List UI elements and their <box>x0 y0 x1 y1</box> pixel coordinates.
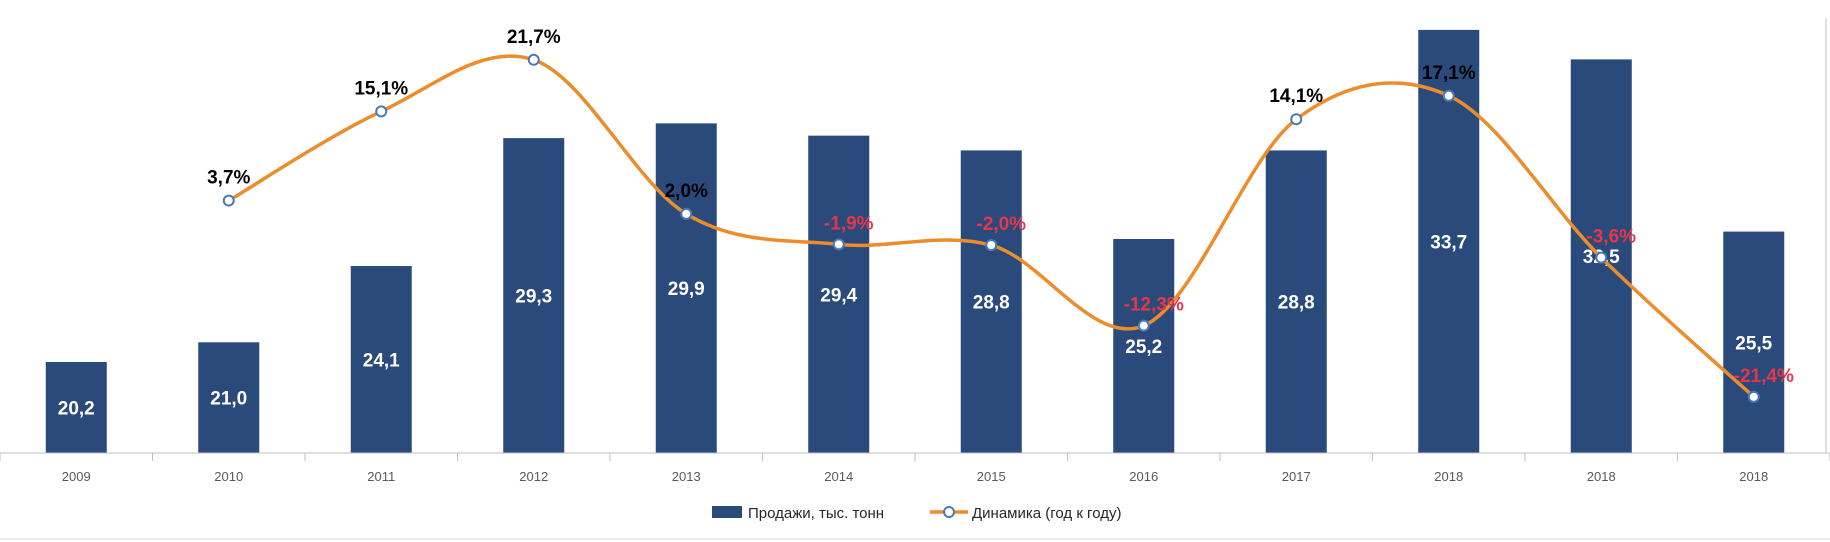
legend-bar-swatch <box>712 506 742 518</box>
dynamics-label-9: 17,1% <box>1422 63 1476 84</box>
x-tick-label-0: 2009 <box>62 469 91 484</box>
dynamics-label-5: -1,9% <box>824 213 874 234</box>
x-tick-label-8: 2017 <box>1282 469 1311 484</box>
bar-value-label-8: 28,8 <box>1278 293 1315 314</box>
bars-layer <box>45 29 1785 454</box>
x-tick-labels-layer: 2009 2010 2011 2012 2013 2014 2015 2016 2017 2018… <box>62 469 1768 484</box>
dynamics-line <box>227 54 1755 399</box>
x-tick-label-2: 2011 <box>367 469 395 484</box>
legend-bar-label: Продажи, тыс. тонн <box>748 505 884 522</box>
x-tick-label-6: 2015 <box>977 469 1006 484</box>
legend-line-marker <box>943 506 955 518</box>
bar-0 <box>45 361 107 453</box>
x-tick-label-3: 2012 <box>519 469 548 484</box>
bar-labels-layer: 20,2 21,0 24,1 29,3 29,9 29,4 28,8 25,2 28,8 33,7… <box>58 232 1773 419</box>
dynamics-labels-layer: 3,7% 15,1% 21,7% 2,0% -1,9% -2,0% -12,3% 14,1% 1… <box>207 27 1794 387</box>
bar-2 <box>350 266 412 453</box>
dynamics-marker-11 <box>1747 390 1760 403</box>
dynamics-marker-3 <box>527 53 540 66</box>
bar-5 <box>808 135 870 453</box>
bar-value-label-4: 29,9 <box>668 279 705 300</box>
bar-value-label-7: 25,2 <box>1125 337 1162 358</box>
dynamics-label-10: -3,6% <box>1586 227 1636 248</box>
bar-8 <box>1265 150 1327 454</box>
dynamics-label-8: 14,1% <box>1269 86 1323 107</box>
dynamics-label-1: 3,7% <box>207 168 250 189</box>
bar-3 <box>503 138 565 453</box>
x-tick-label-4: 2013 <box>672 469 701 484</box>
dynamics-marker-9 <box>1442 89 1455 102</box>
dynamics-marker-4 <box>680 207 693 220</box>
bar-value-label-0: 20,2 <box>58 398 95 419</box>
x-tick-label-10: 2018 <box>1587 469 1616 484</box>
bar-value-label-6: 28,8 <box>973 293 1010 314</box>
dynamics-label-4: 2,0% <box>665 181 708 202</box>
dynamics-label-3: 21,7% <box>507 27 561 48</box>
dynamics-label-7: -12,3% <box>1124 295 1184 316</box>
bar-11 <box>1723 231 1785 453</box>
bar-4 <box>655 123 717 454</box>
x-ticks-layer <box>0 453 1830 461</box>
dynamics-label-6: -2,0% <box>976 214 1026 235</box>
dynamics-marker-5 <box>832 238 845 251</box>
bar-value-label-3: 29,3 <box>515 287 552 308</box>
bar-1 <box>198 342 260 453</box>
bar-value-label-11: 25,5 <box>1735 333 1772 354</box>
dynamics-marker-6 <box>985 239 998 252</box>
dynamics-marker-7 <box>1137 319 1150 332</box>
x-tick-label-1: 2010 <box>214 469 243 484</box>
x-tick-label-5: 2014 <box>824 469 853 484</box>
x-tick-label-9: 2018 <box>1434 469 1463 484</box>
legend: Продажи, тыс. тонн Динамика (год к году) <box>712 505 1121 522</box>
bar-value-label-5: 29,4 <box>820 285 857 306</box>
bar-7 <box>1113 238 1175 453</box>
dynamics-marker-10 <box>1595 251 1608 264</box>
bar-value-label-9: 33,7 <box>1430 232 1467 253</box>
x-tick-label-11: 2018 <box>1739 469 1768 484</box>
dynamics-marker-1 <box>222 194 235 207</box>
dynamics-marker-2 <box>375 105 388 118</box>
dynamics-markers-layer <box>222 53 1760 403</box>
dynamics-marker-8 <box>1290 113 1303 126</box>
x-tick-label-7: 2016 <box>1129 469 1158 484</box>
bar-6 <box>960 150 1022 454</box>
bar-value-label-2: 24,1 <box>363 351 400 372</box>
bar-value-label-1: 21,0 <box>210 389 247 410</box>
legend-line-label: Динамика (год к году) <box>972 505 1121 522</box>
dynamics-label-11: -21,4% <box>1734 366 1794 387</box>
dynamics-label-2: 15,1% <box>354 78 408 99</box>
